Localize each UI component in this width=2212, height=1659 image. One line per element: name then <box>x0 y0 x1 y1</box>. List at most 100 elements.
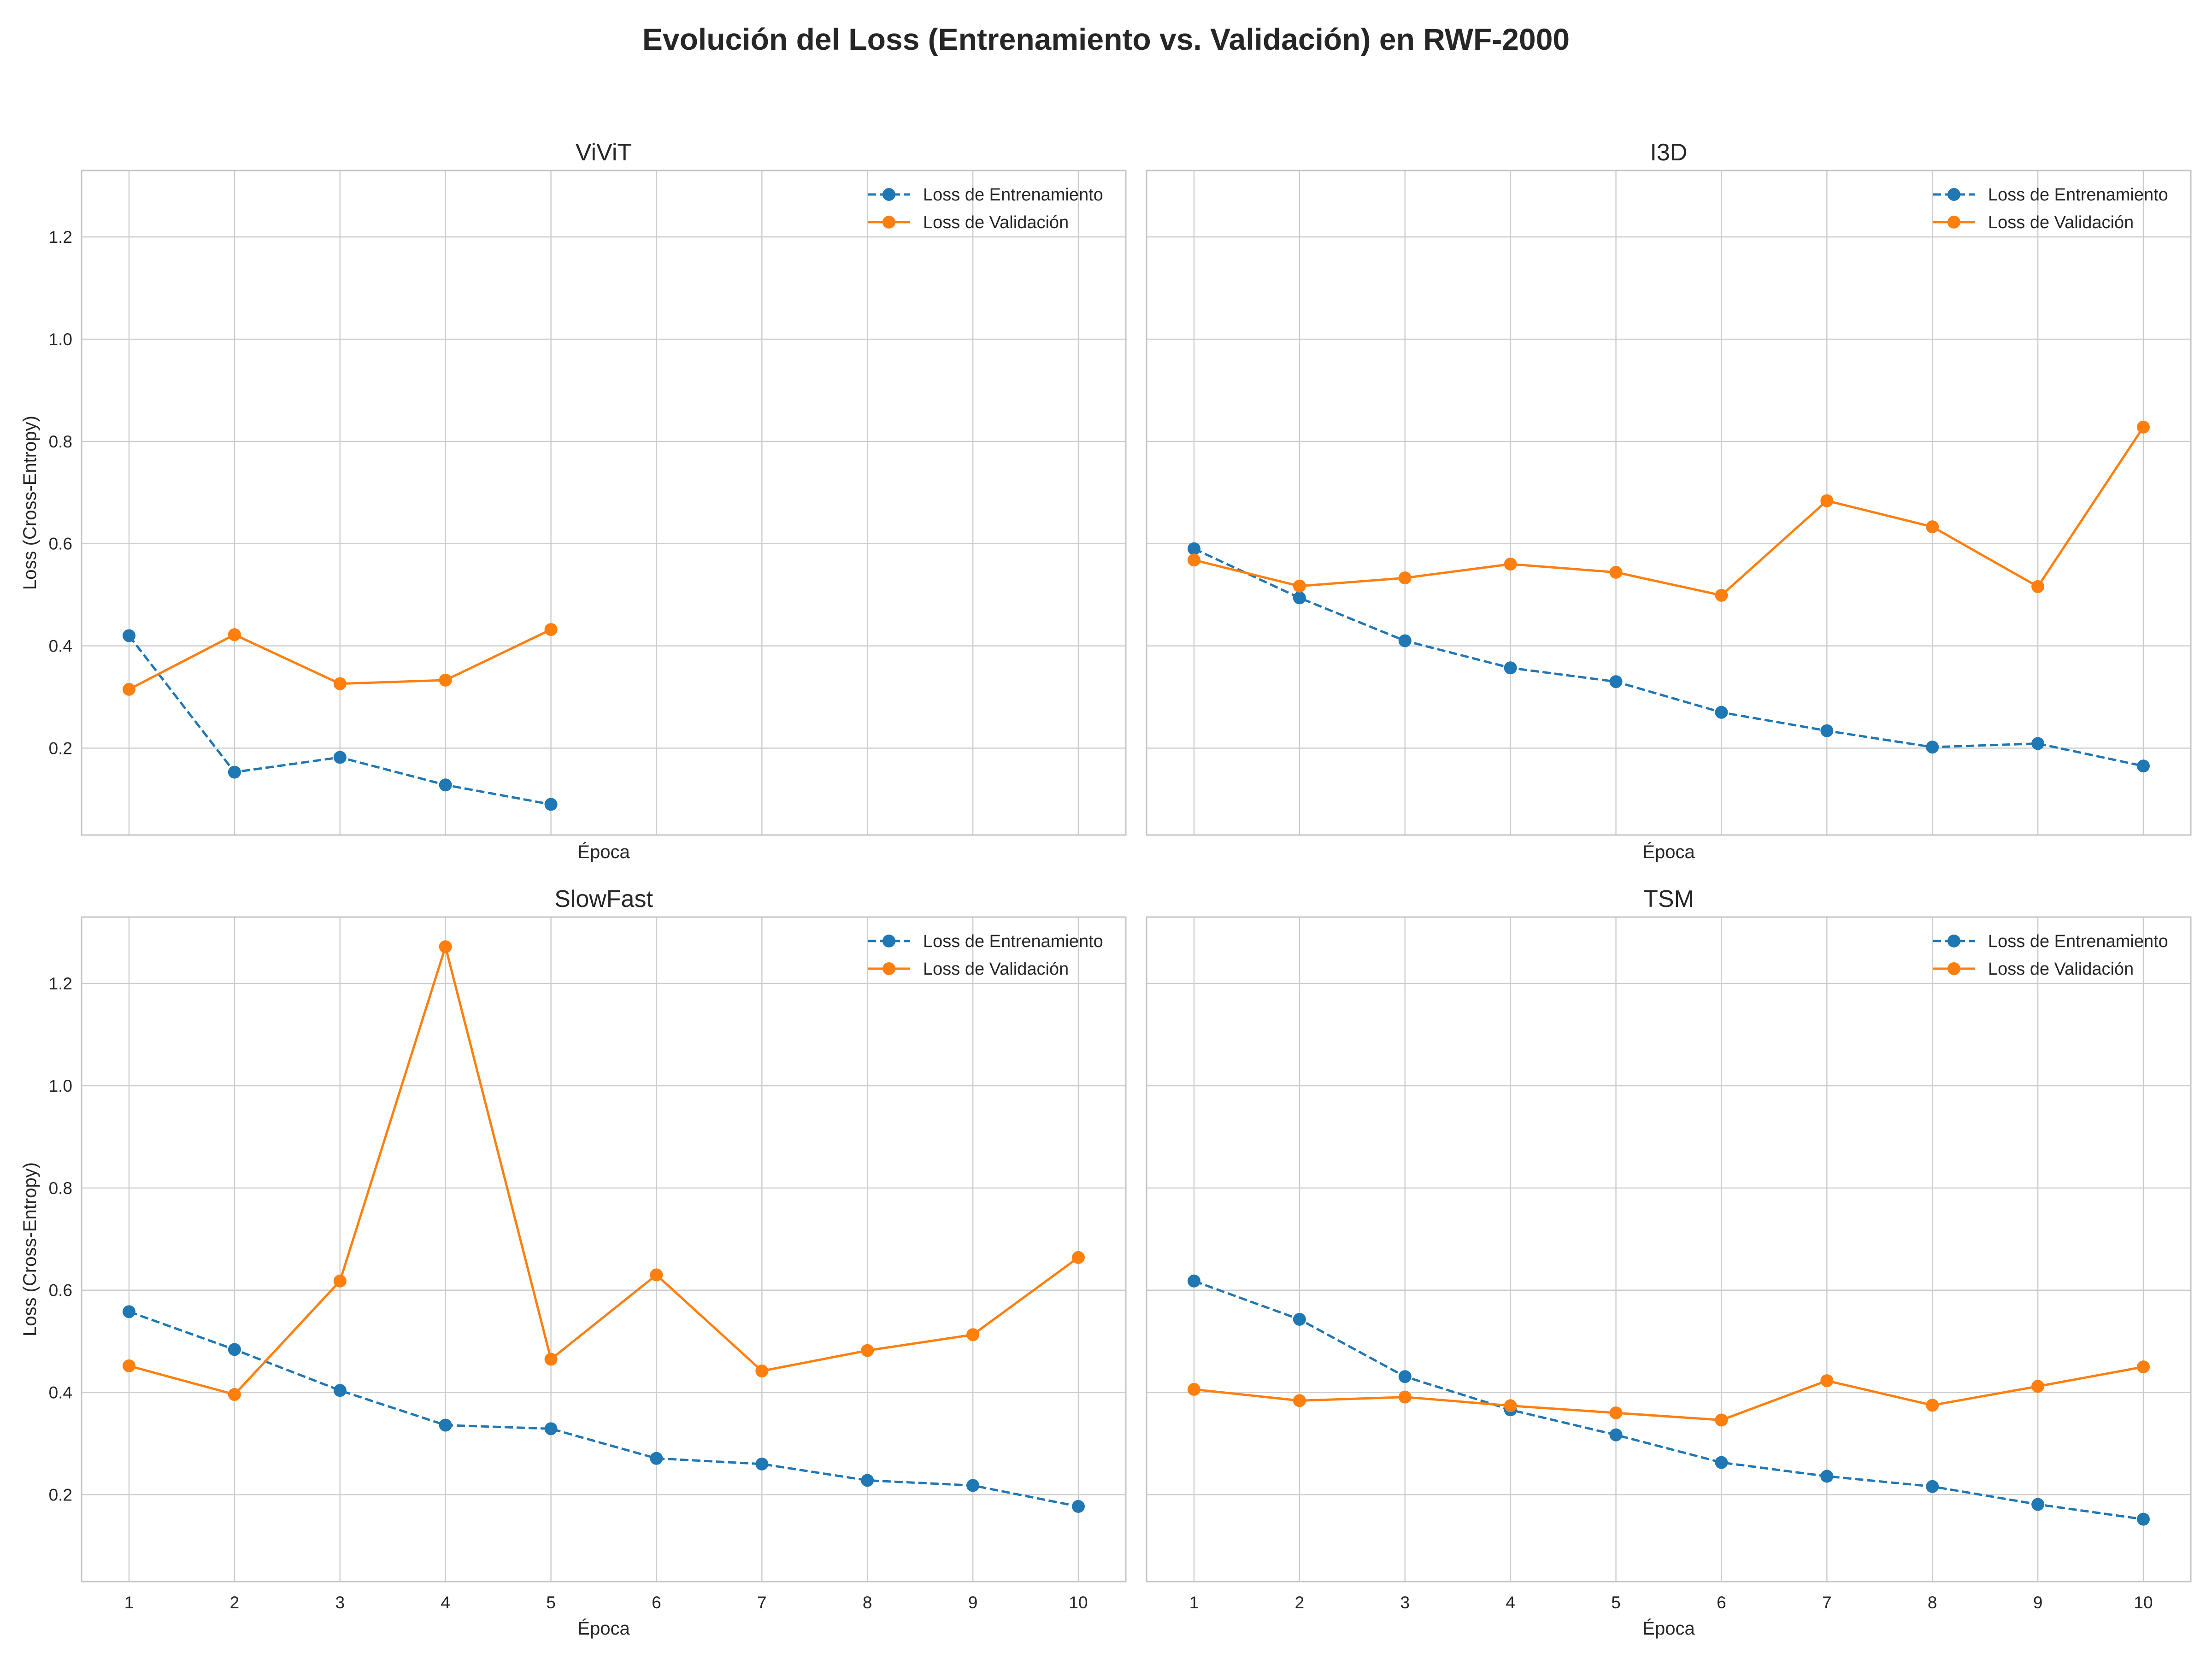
x-tick-label: 8 <box>863 1593 872 1612</box>
y-axis-label: Loss (Cross-Entropy) <box>20 1162 40 1336</box>
x-tick-label: 7 <box>757 1593 767 1612</box>
legend-label: Loss de Entrenamiento <box>923 932 1103 951</box>
data-point-loss-de-validaci-n <box>1188 553 1200 567</box>
panel-tsm: 1 2 3 4 5 6 7 8 9 10 TSM Época Loss de Entrenamiento… <box>1146 886 2192 1639</box>
x-tick-label: 9 <box>2033 1593 2043 1612</box>
panel-slowfast: 0.2 0.4 0.6 0.8 1.0 1.2 1 2 3 4 5 6 7 8 9 10 SlowFast Épo… <box>20 886 1127 1639</box>
data-point-loss-de-entrenamiento <box>966 1479 980 1492</box>
y-tick-label: 1.0 <box>49 1077 72 1095</box>
data-point-loss-de-entrenamiento <box>1398 634 1412 647</box>
data-point-loss-de-entrenamiento <box>1504 661 1517 675</box>
x-tick-label: 3 <box>335 1593 345 1612</box>
y-tick-label: 0.4 <box>49 1383 72 1402</box>
data-point-loss-de-validaci-n <box>2137 420 2150 434</box>
data-point-loss-de-entrenamiento <box>2137 759 2150 773</box>
data-point-loss-de-validaci-n <box>1504 558 1517 571</box>
series-line-loss-de-entrenamiento <box>1193 547 2144 767</box>
data-point-loss-de-entrenamiento <box>1926 741 1939 754</box>
data-point-loss-de-validaci-n <box>1926 520 1939 534</box>
data-point-loss-de-entrenamiento <box>1072 1500 1085 1513</box>
data-point-loss-de-validaci-n <box>1398 1390 1412 1404</box>
x-axis-label: Época <box>1642 1618 1695 1639</box>
data-point-loss-de-validaci-n <box>1609 1406 1623 1419</box>
legend-label: Loss de Validación <box>1988 959 2134 979</box>
panel-title: I3D <box>1650 139 1688 166</box>
data-point-loss-de-entrenamiento <box>2031 1498 2045 1511</box>
x-tick-label: 10 <box>1069 1593 1088 1612</box>
data-point-loss-de-validaci-n <box>228 1388 241 1401</box>
data-point-loss-de-entrenamiento <box>333 1384 347 1397</box>
data-point-loss-de-validaci-n <box>966 1328 980 1341</box>
panel-title: SlowFast <box>554 886 653 912</box>
data-point-loss-de-entrenamiento <box>755 1457 769 1471</box>
legend-label: Loss de Validación <box>923 213 1069 232</box>
data-point-loss-de-validaci-n <box>861 1344 874 1357</box>
data-point-loss-de-validaci-n <box>650 1268 663 1282</box>
y-tick-label: 1.0 <box>49 330 72 349</box>
data-point-loss-de-entrenamiento <box>1398 1370 1412 1383</box>
y-tick-label: 1.2 <box>49 228 72 247</box>
data-point-loss-de-entrenamiento <box>228 1343 241 1356</box>
data-point-loss-de-validaci-n <box>1820 1374 1834 1388</box>
plot-frame <box>1146 170 2192 836</box>
data-point-loss-de-entrenamiento <box>1820 1470 1834 1483</box>
x-tick-label: 10 <box>2134 1593 2153 1612</box>
data-point-loss-de-entrenamiento <box>544 1422 558 1435</box>
data-point-loss-de-validaci-n <box>123 1359 135 1372</box>
data-point-loss-de-validaci-n <box>2031 1380 2045 1393</box>
legend-label: Loss de Validación <box>923 959 1069 979</box>
y-axis-label: Loss (Cross-Entropy) <box>20 416 40 590</box>
panel-title: ViViT <box>576 139 632 166</box>
panel-vivit: 0.2 0.4 0.6 0.8 1.0 1.2 ViViT Época Loss (Cross-… <box>20 139 1127 862</box>
data-point-loss-de-entrenamiento <box>650 1452 663 1465</box>
data-point-loss-de-validaci-n <box>1926 1399 1939 1412</box>
series-line-loss-de-entrenamiento <box>1194 1280 2144 1521</box>
data-point-loss-de-validaci-n <box>333 677 347 690</box>
legend-marker <box>882 216 895 229</box>
x-axis-label: Época <box>577 841 630 862</box>
legend-marker <box>882 962 895 975</box>
data-point-loss-de-entrenamiento <box>123 629 135 642</box>
data-point-loss-de-validaci-n <box>1820 494 1834 507</box>
x-tick-label: 1 <box>1189 1593 1199 1612</box>
data-point-loss-de-validaci-n <box>544 1353 558 1366</box>
series-line-loss-de-validaci-n <box>1194 1365 2144 1421</box>
x-tick-label: 4 <box>1506 1593 1515 1612</box>
x-tick-label: 6 <box>652 1593 661 1612</box>
data-point-loss-de-validaci-n <box>1715 1413 1728 1427</box>
legend-marker <box>1947 188 1960 201</box>
x-axis-label: Época <box>1642 841 1695 862</box>
legend-label: Loss de Entrenamiento <box>923 185 1103 205</box>
plot-frame <box>81 170 1127 836</box>
x-tick-label: 2 <box>1295 1593 1305 1612</box>
data-point-loss-de-entrenamiento <box>439 1418 452 1432</box>
y-tick-label: 0.6 <box>49 535 72 553</box>
data-point-loss-de-entrenamiento <box>228 765 241 779</box>
data-point-loss-de-entrenamiento <box>333 751 347 764</box>
x-tick-label: 5 <box>1611 1593 1621 1612</box>
data-point-loss-de-validaci-n <box>439 940 452 953</box>
x-tick-label: 4 <box>441 1593 450 1612</box>
legend-label: Loss de Validación <box>1988 213 2134 232</box>
data-point-loss-de-validaci-n <box>1188 1382 1200 1396</box>
series-line-loss-de-entrenamiento <box>129 1310 1079 1508</box>
data-point-loss-de-validaci-n <box>755 1364 769 1377</box>
series-line-loss-de-validaci-n <box>1194 426 2145 597</box>
data-point-loss-de-validaci-n <box>1072 1251 1085 1264</box>
x-tick-label: 6 <box>1717 1593 1726 1612</box>
plot-frame <box>81 916 1127 1583</box>
data-point-loss-de-entrenamiento <box>1293 1312 1306 1326</box>
data-point-loss-de-validaci-n <box>544 623 558 636</box>
x-axis-label: Época <box>577 1618 630 1639</box>
data-point-loss-de-validaci-n <box>1293 1394 1306 1407</box>
data-point-loss-de-entrenamiento <box>1926 1480 1939 1493</box>
data-point-loss-de-entrenamiento <box>544 798 558 811</box>
legend-marker <box>882 935 895 947</box>
data-point-loss-de-entrenamiento <box>1609 675 1623 688</box>
legend-marker <box>1947 216 1960 229</box>
data-point-loss-de-validaci-n <box>2137 1360 2150 1374</box>
legend-marker <box>1947 962 1960 975</box>
x-tick-label: 7 <box>1822 1593 1832 1612</box>
data-point-loss-de-entrenamiento <box>1715 1456 1728 1469</box>
